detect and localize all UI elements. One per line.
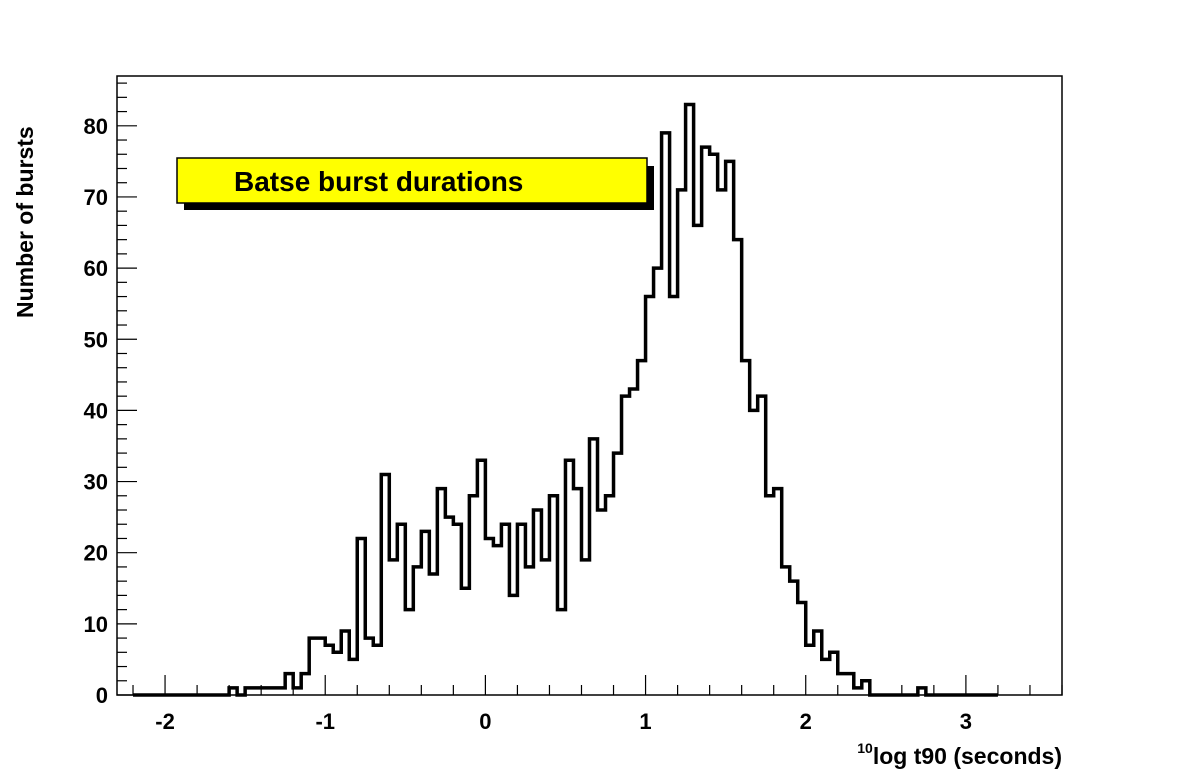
y-tick-label: 10 bbox=[84, 612, 108, 637]
x-axis-label: 10log t90 (seconds) bbox=[857, 740, 1062, 769]
title-box: Batse burst durations bbox=[176, 157, 654, 210]
y-tick-label: 30 bbox=[84, 470, 108, 495]
y-axis-ticks: 0 10 20 30 40 50 60 70 80 bbox=[84, 82, 137, 708]
y-tick-label: 40 bbox=[84, 398, 108, 423]
y-axis-label: Number of bursts bbox=[12, 126, 38, 318]
x-axis-label-text: log t90 (seconds) bbox=[873, 743, 1062, 769]
x-axis-ticks: -2 -1 0 1 2 3 bbox=[132, 675, 1063, 734]
x-tick-label: -2 bbox=[155, 709, 175, 734]
y-tick-label: 0 bbox=[96, 683, 108, 708]
plot-frame bbox=[116, 75, 1063, 696]
x-tick-label: 3 bbox=[960, 709, 972, 734]
chart-title: Batse burst durations bbox=[234, 166, 523, 197]
x-tick-label: -1 bbox=[315, 709, 335, 734]
x-axis-label-superscript: 10 bbox=[857, 740, 873, 756]
x-tick-label: 2 bbox=[800, 709, 812, 734]
y-tick-label: 20 bbox=[84, 541, 108, 566]
title-box-fill bbox=[176, 157, 648, 204]
x-tick-label: 0 bbox=[479, 709, 491, 734]
histogram-series-line bbox=[133, 102, 998, 697]
y-tick-label: 70 bbox=[84, 185, 108, 210]
x-tick-label: 1 bbox=[639, 709, 651, 734]
y-tick-label: 80 bbox=[84, 114, 108, 139]
y-tick-label: 50 bbox=[84, 327, 108, 352]
y-tick-label: 60 bbox=[84, 256, 108, 281]
